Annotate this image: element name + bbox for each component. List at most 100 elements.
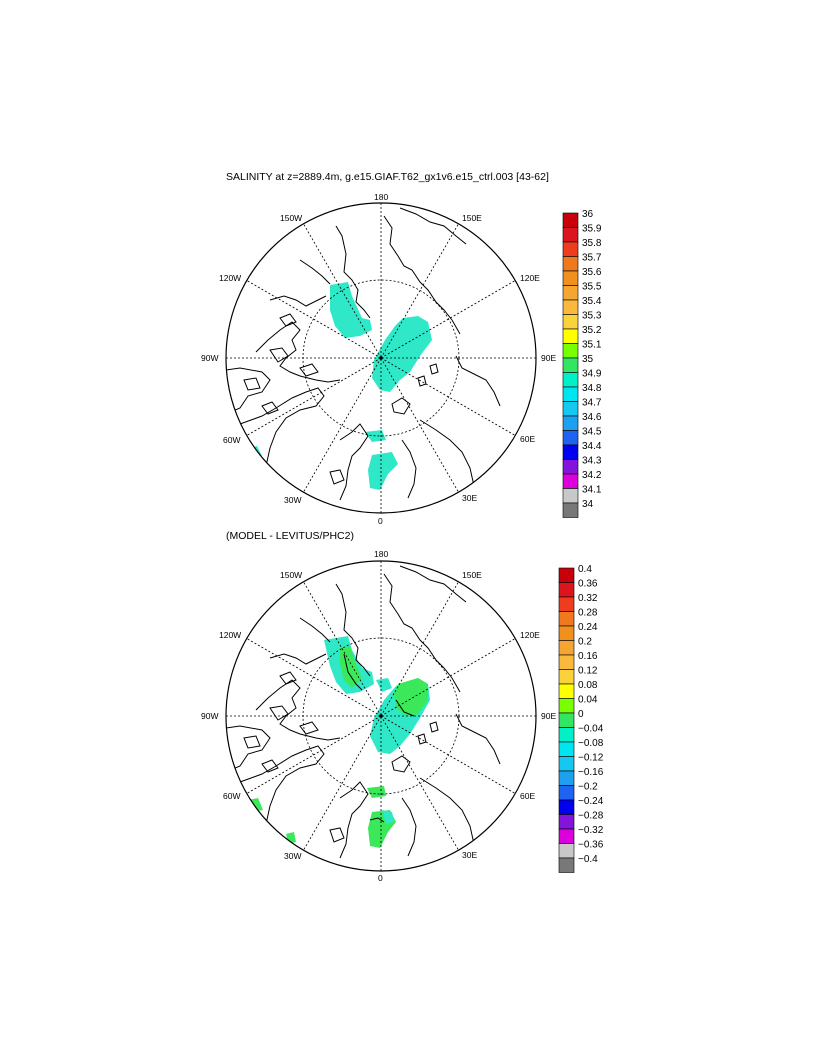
top-colorbar-label: 35.3 (582, 311, 602, 322)
bottom-colorbar-label: 0.04 (578, 695, 598, 706)
bottom-colorbar-swatch (558, 770, 575, 786)
top-map-boundary (225, 202, 537, 514)
bottom-colorbar-swatch (558, 857, 575, 873)
top-polar-map: 180 150E 120E 90E 60E 30E 0 30W 60W 90W … (201, 192, 602, 526)
top-salinity-fill (247, 282, 432, 490)
top-colorbar: 36 35.9 35.8 35.7 35.6 35.5 35.4 35.3 35.2 35.1 35… (562, 209, 602, 518)
bottom-colorbar-label: −0.24 (578, 796, 604, 807)
bottom-label-30w: 30W (284, 851, 301, 861)
bottom-colorbar-label: −0.16 (578, 767, 604, 778)
bottom-label-0: 0 (378, 873, 383, 883)
top-colorbar-label: 35.9 (582, 224, 602, 235)
top-colorbar-swatch (562, 430, 579, 446)
bottom-label-150e: 150E (462, 570, 482, 580)
bottom-colorbar-swatch (558, 669, 575, 685)
bottom-colorbar-label: −0.04 (578, 724, 604, 735)
bottom-colorbar-label: 0.36 (578, 579, 598, 590)
top-label-90e: 90E (541, 353, 556, 363)
top-colorbar-swatch (562, 314, 579, 330)
top-label-150w: 150W (280, 213, 302, 223)
bottom-colorbar-swatch (558, 756, 575, 772)
top-colorbar-label: 34.2 (582, 470, 602, 481)
bottom-colorbar-label: −0.32 (578, 825, 604, 836)
top-colorbar-swatch (562, 357, 579, 373)
bottom-map-title: (MODEL - LEVITUS/PHC2) (226, 530, 354, 542)
bottom-colorbar-label: −0.28 (578, 811, 604, 822)
top-colorbar-swatch (562, 473, 579, 489)
top-colorbar-swatch (562, 212, 579, 228)
bottom-label-30e: 30E (462, 850, 477, 860)
bottom-label-120e: 120E (520, 630, 540, 640)
bottom-label-60e: 60E (520, 791, 535, 801)
top-map-title: SALINITY at z=2889.4m, g.e15.GIAF.T62_gx… (226, 171, 549, 183)
bottom-colorbar-label: 0.32 (578, 593, 598, 604)
bottom-colorbar-swatch (558, 582, 575, 598)
bottom-colorbar-swatch (558, 698, 575, 714)
top-colorbar-label: 35.6 (582, 267, 602, 278)
bottom-colorbar-label: 0.24 (578, 622, 598, 633)
top-colorbar-label: 36 (582, 209, 594, 220)
top-label-150e: 150E (462, 213, 482, 223)
top-label-90w: 90W (201, 353, 218, 363)
top-colorbar-label: 34.6 (582, 412, 602, 423)
top-colorbar-label: 35.8 (582, 238, 602, 249)
top-label-60w: 60W (223, 435, 240, 445)
bottom-colorbar-label: −0.08 (578, 738, 604, 749)
bottom-colorbar-label: 0 (578, 709, 584, 720)
top-colorbar-swatch (562, 401, 579, 417)
top-colorbar-swatch (562, 256, 579, 272)
top-colorbar-swatch (562, 299, 579, 315)
bottom-label-150w: 150W (280, 570, 302, 580)
bottom-colorbar-swatch (558, 785, 575, 801)
top-colorbar-swatch (562, 285, 579, 301)
top-colorbar-label: 34.5 (582, 427, 602, 438)
bottom-colorbar-swatch (558, 640, 575, 656)
bottom-map-boundary (225, 560, 537, 872)
bottom-label-180: 180 (374, 549, 388, 559)
bottom-colorbar-label: 0.12 (578, 666, 598, 677)
bottom-colorbar-label: 0.4 (578, 564, 592, 575)
bottom-coastlines (226, 565, 501, 863)
top-colorbar-label: 35.2 (582, 325, 602, 336)
top-colorbar-label: 35.5 (582, 282, 602, 293)
bottom-colorbar-label: 0.16 (578, 651, 598, 662)
bottom-colorbar-label: 0.28 (578, 608, 598, 619)
top-label-60e: 60E (520, 434, 535, 444)
top-colorbar-swatch (562, 502, 579, 518)
bottom-colorbar-label: −0.4 (578, 854, 598, 865)
bottom-colorbar-label: −0.12 (578, 753, 604, 764)
bottom-colorbar-label: 0.2 (578, 637, 592, 648)
bottom-label-90e: 90E (541, 711, 556, 721)
top-colorbar-swatch (562, 372, 579, 388)
bottom-difference-fill (248, 636, 430, 848)
bottom-colorbar-swatch (558, 814, 575, 830)
bottom-colorbar-swatch (558, 625, 575, 641)
top-colorbar-label: 35 (582, 354, 594, 365)
bottom-colorbar-swatch (558, 799, 575, 815)
bottom-label-90w: 90W (201, 711, 218, 721)
top-colorbar-label: 34.8 (582, 383, 602, 394)
top-colorbar-label: 34.3 (582, 456, 602, 467)
bottom-colorbar-swatch (558, 727, 575, 743)
bottom-colorbar-swatch (558, 683, 575, 699)
top-colorbar-label: 34.1 (582, 485, 602, 496)
top-colorbar-label: 35.1 (582, 340, 602, 351)
top-colorbar-label: 35.4 (582, 296, 602, 307)
bottom-colorbar-label: 0.08 (578, 680, 598, 691)
top-colorbar-swatch (562, 415, 579, 431)
top-colorbar-swatch (562, 227, 579, 243)
bottom-label-120w: 120W (219, 630, 241, 640)
top-label-120e: 120E (520, 273, 540, 283)
top-colorbar-label: 34.7 (582, 398, 602, 409)
bottom-colorbar-swatch (558, 741, 575, 757)
top-colorbar-swatch (562, 270, 579, 286)
top-colorbar-label: 34.9 (582, 369, 602, 380)
bottom-colorbar-label: −0.36 (578, 840, 604, 851)
bottom-colorbar-swatch (558, 828, 575, 844)
bottom-colorbar: 0.4 0.36 0.32 0.28 0.24 0.2 0.16 0.12 0.08 0.04 0 −… (558, 564, 604, 873)
top-label-30w: 30W (284, 495, 301, 505)
top-colorbar-swatch (562, 241, 579, 257)
top-colorbar-swatch (562, 459, 579, 475)
top-colorbar-swatch (562, 343, 579, 359)
